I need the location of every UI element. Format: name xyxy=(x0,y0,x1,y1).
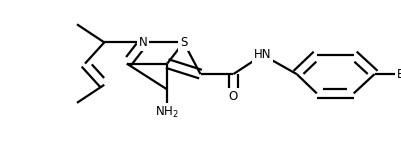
Text: S: S xyxy=(180,36,187,49)
Text: HN: HN xyxy=(254,49,271,61)
Text: N: N xyxy=(139,36,148,49)
Text: O: O xyxy=(229,90,238,103)
Text: Br: Br xyxy=(397,68,401,81)
Text: NH$_2$: NH$_2$ xyxy=(155,105,179,120)
